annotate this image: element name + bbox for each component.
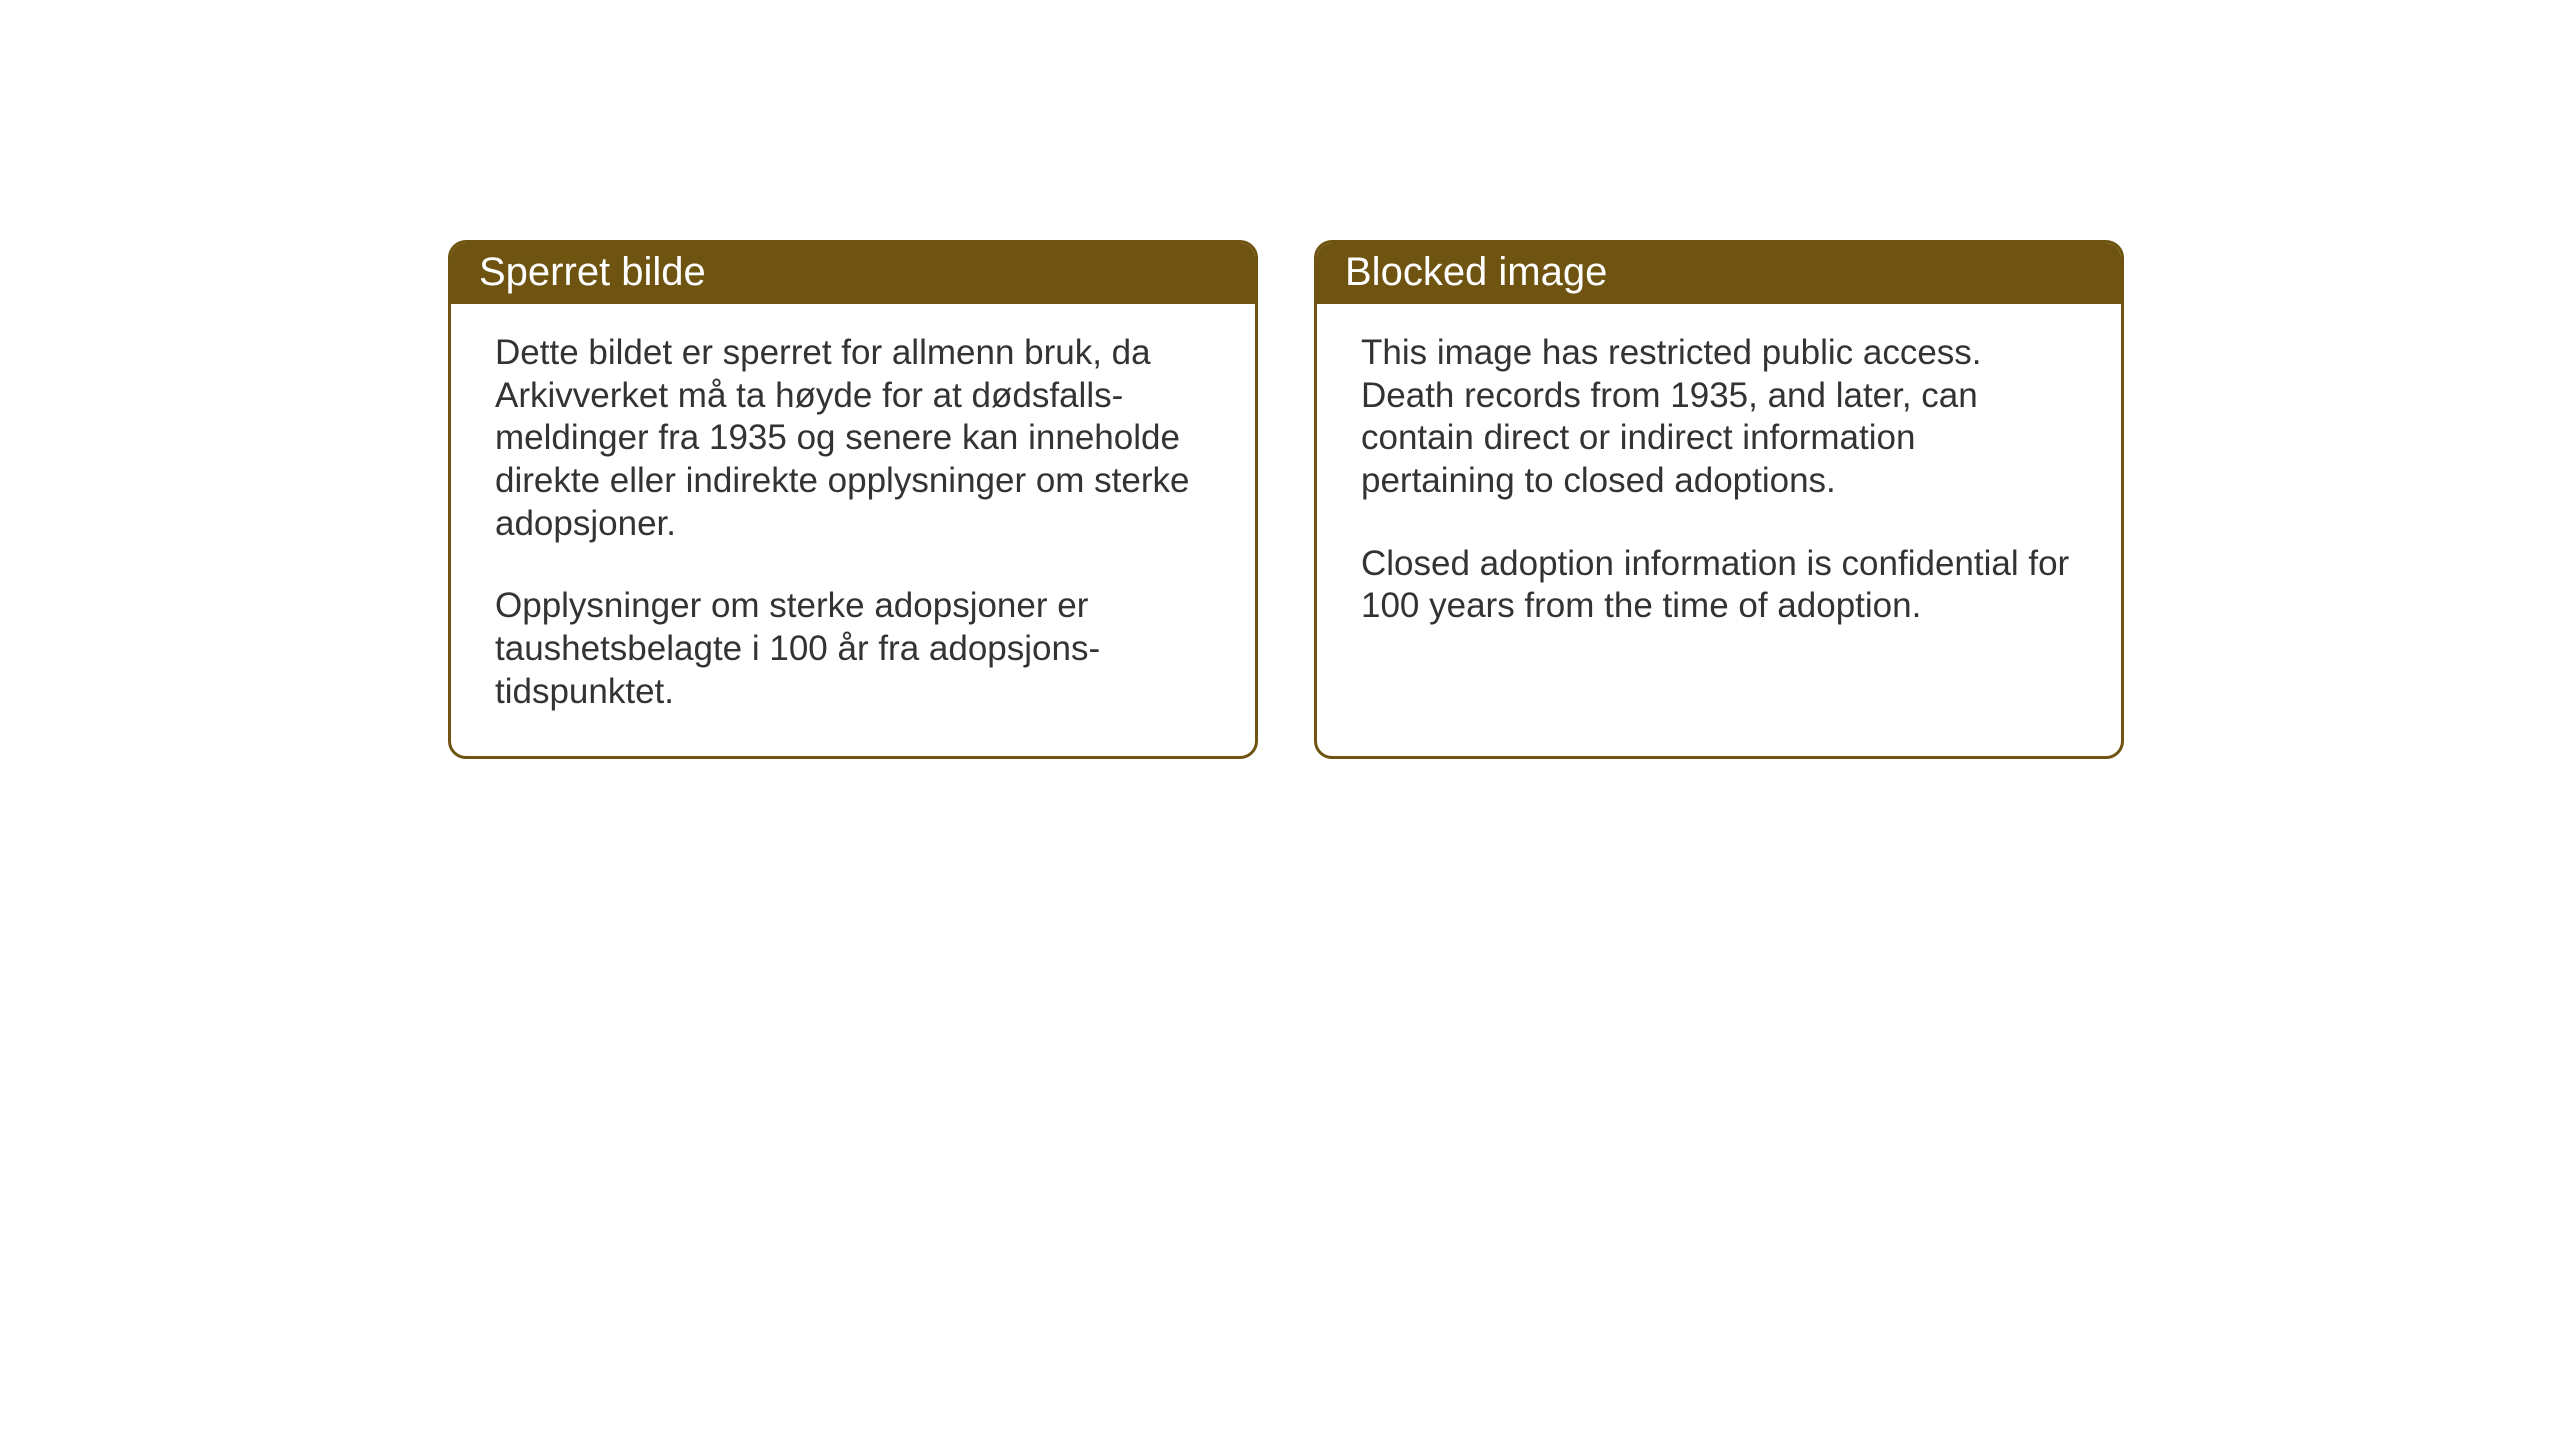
notice-box-norwegian: Sperret bilde Dette bildet er sperret fo… [448,240,1258,759]
notice-header-norwegian: Sperret bilde [451,243,1255,304]
notice-body-norwegian: Dette bildet er sperret for allmenn bruk… [451,304,1255,756]
notice-paragraph-2-norwegian: Opplysninger om sterke adopsjoner er tau… [495,585,1211,713]
notice-paragraph-1-english: This image has restricted public access.… [1361,332,2077,503]
notice-paragraph-1-norwegian: Dette bildet er sperret for allmenn bruk… [495,332,1211,545]
notice-title-english: Blocked image [1345,250,1607,294]
notice-body-english: This image has restricted public access.… [1317,304,2121,670]
notice-container: Sperret bilde Dette bildet er sperret fo… [448,240,2124,759]
notice-box-english: Blocked image This image has restricted … [1314,240,2124,759]
notice-header-english: Blocked image [1317,243,2121,304]
notice-title-norwegian: Sperret bilde [479,250,706,294]
notice-paragraph-2-english: Closed adoption information is confident… [1361,543,2077,628]
